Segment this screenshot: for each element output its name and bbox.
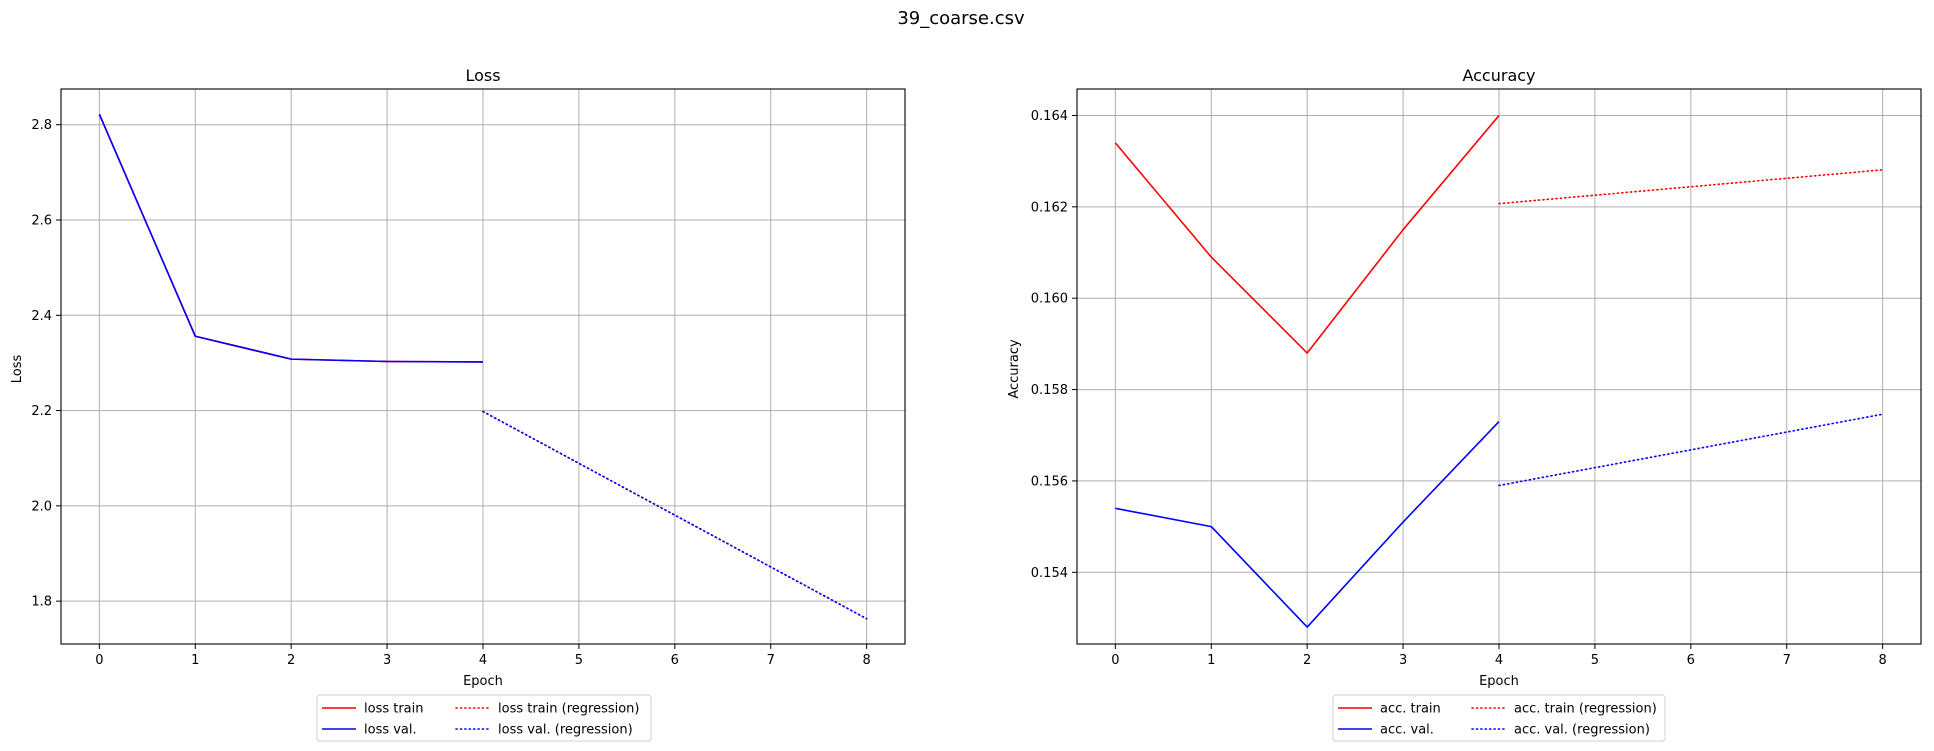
accuracy-xtick-label: 1 (1207, 653, 1215, 668)
accuracy-series-line (1498, 169, 1884, 205)
accuracy-ytick-label: 0.154 (1031, 566, 1068, 581)
loss-ytick-label: 2.0 (31, 499, 52, 514)
accuracy-chart-ylabel: Accuracy (1007, 339, 1022, 399)
accuracy-xtick-label: 2 (1303, 653, 1311, 668)
accuracy-chart-title: Accuracy (1462, 66, 1535, 85)
loss-legend-label: loss train (regression) (498, 702, 640, 717)
loss-ytick-label: 1.8 (31, 595, 52, 610)
accuracy-legend-label: acc. val. (1380, 723, 1434, 738)
accuracy-ytick-label: 0.156 (1031, 474, 1068, 489)
loss-legend-label: loss val. (364, 723, 417, 738)
accuracy-ytick-label: 0.158 (1031, 383, 1068, 398)
accuracy-chart-xlabel: Epoch (1479, 674, 1519, 689)
accuracy-legend-label: acc. val. (regression) (1514, 723, 1650, 738)
accuracy-xtick-label: 4 (1495, 653, 1503, 668)
loss-xtick-label: 4 (479, 653, 487, 668)
loss-chart-ylabel: Loss (10, 355, 25, 384)
loss-xtick-label: 3 (383, 653, 391, 668)
accuracy-legend-label: acc. train (regression) (1514, 702, 1657, 717)
loss-xtick-label: 1 (191, 653, 199, 668)
accuracy-xtick-label: 7 (1783, 653, 1791, 668)
loss-xtick-label: 5 (575, 653, 583, 668)
loss-xtick-label: 7 (767, 653, 775, 668)
accuracy-xtick-label: 6 (1687, 653, 1695, 668)
loss-series-group (98, 113, 868, 620)
accuracy-series-line (1114, 114, 1500, 354)
accuracy-gridlines (1077, 89, 1921, 644)
accuracy-ytick-label: 0.164 (1031, 109, 1068, 124)
loss-xtick-label: 0 (95, 653, 103, 668)
loss-legend-box (316, 694, 652, 742)
accuracy-series-line (1115, 420, 1500, 628)
loss-ytick-label: 2.6 (31, 214, 52, 229)
loss-legend-label: loss val. (regression) (498, 723, 633, 738)
accuracy-chart: Accuracy Epoch Accuracy 0 1 2 3 4 5 6 7 8 0.154 0.… (1007, 66, 1922, 742)
loss-legend-label: loss train (364, 702, 424, 717)
accuracy-xtick-label: 5 (1591, 653, 1599, 668)
loss-ytick-label: 2.2 (31, 404, 52, 419)
loss-ytick-label: 2.4 (31, 309, 52, 324)
loss-xtick-label: 8 (862, 653, 870, 668)
loss-chart-xlabel: Epoch (463, 674, 503, 689)
accuracy-legend-label: acc. train (1380, 702, 1441, 717)
figure-title: 39_coarse.csv (897, 8, 1025, 29)
accuracy-legend-box (1332, 694, 1666, 742)
loss-series-line (98, 113, 484, 363)
accuracy-xtick-label: 8 (1878, 653, 1886, 668)
loss-gridlines (61, 89, 905, 644)
accuracy-ytick-label: 0.162 (1031, 200, 1068, 215)
accuracy-ytick-label: 0.160 (1031, 292, 1068, 307)
loss-chart: Loss Epoch Loss 0 1 2 3 4 5 6 7 8 1.8 2.0 2.2 2.4 2.6… (10, 66, 906, 742)
loss-ytick-label: 2.8 (31, 118, 52, 133)
loss-xtick-label: 6 (671, 653, 679, 668)
accuracy-xtick-label: 0 (1111, 653, 1119, 668)
loss-legend: loss train loss val. loss train (regressio… (316, 694, 652, 742)
loss-xtick-label: 2 (287, 653, 295, 668)
accuracy-series-group (1114, 114, 1884, 628)
loss-chart-title: Loss (465, 66, 500, 85)
accuracy-legend: acc. train acc. val. acc. train (regressio… (1332, 694, 1666, 742)
accuracy-xtick-label: 3 (1399, 653, 1407, 668)
accuracy-series-line (1498, 413, 1884, 487)
